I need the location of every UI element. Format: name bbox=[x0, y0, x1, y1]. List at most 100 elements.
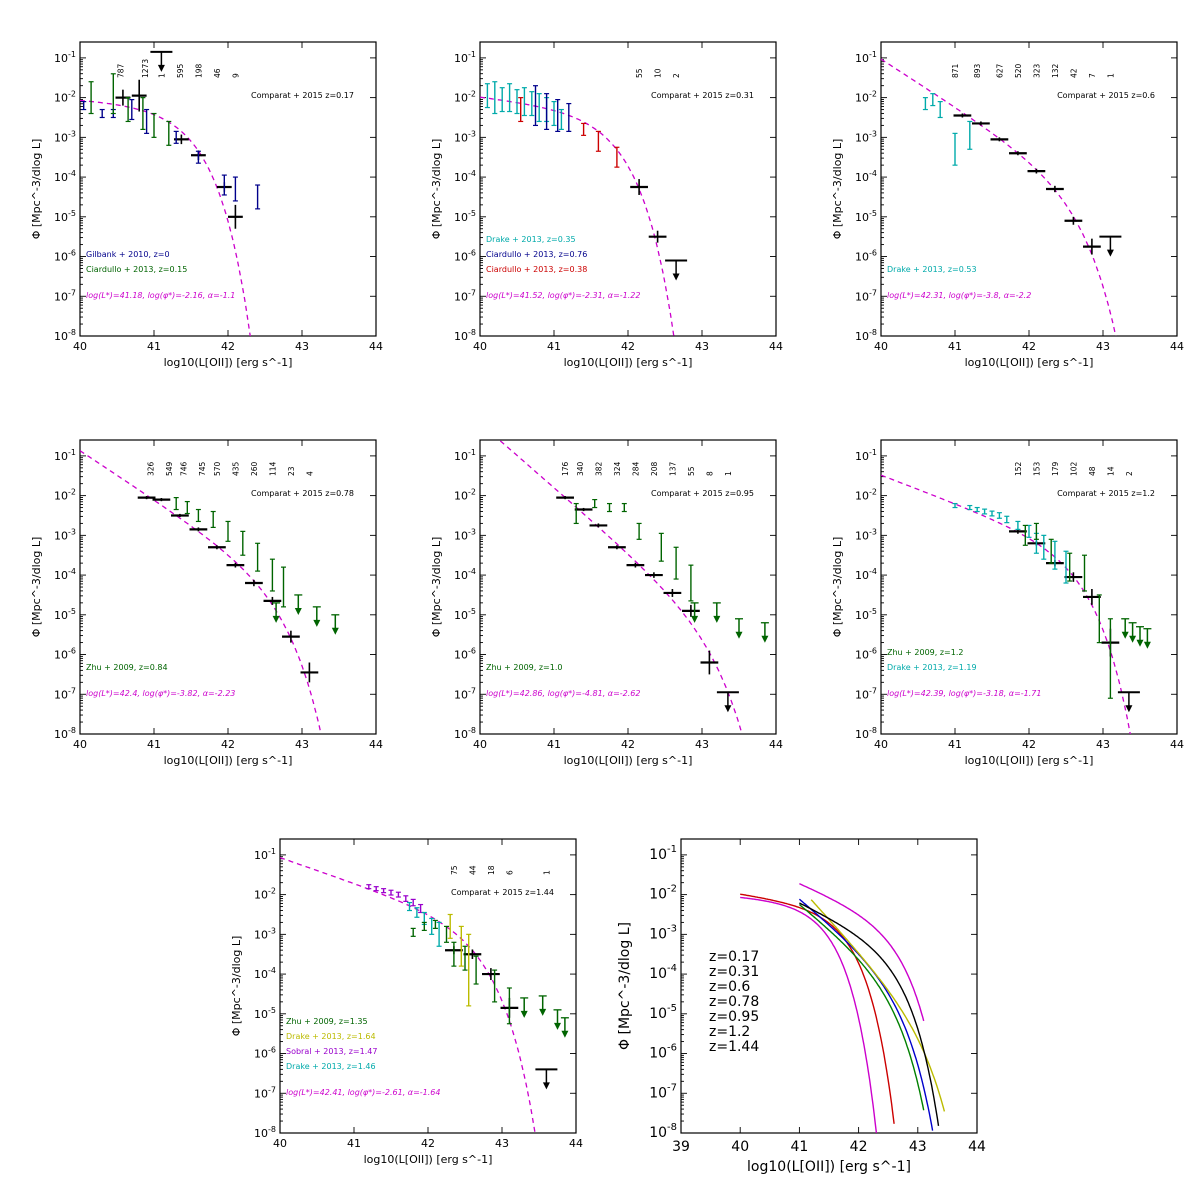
plot-area bbox=[480, 81, 688, 336]
y-tick-label: 10-5 bbox=[454, 607, 476, 622]
x-tick-label: 40 bbox=[73, 340, 87, 353]
y-tick-label: 10-7 bbox=[54, 686, 76, 701]
x-tick-label: 41 bbox=[547, 340, 561, 353]
fit-parameters: log(L*)=41.52, log(φ*)=-2.31, α=-1.22 bbox=[486, 291, 640, 300]
y-tick-label: 10-1 bbox=[855, 50, 877, 65]
x-tick-label: 40 bbox=[473, 738, 487, 751]
panel-z=1.2: 40 41 42 43 44 10-8 10-7 10-6 10-5 10-4 10-3 10-2 10… bbox=[831, 439, 1184, 767]
y-tick-label: 10-6 bbox=[54, 647, 76, 662]
count-label: 570 bbox=[213, 461, 222, 476]
y-tick-label: 10-6 bbox=[54, 249, 76, 264]
count-label: 42 bbox=[1069, 68, 1078, 78]
x-tick-label: 41 bbox=[948, 340, 962, 353]
count-label: 1273 bbox=[141, 59, 150, 78]
upper-limit-arrow bbox=[1136, 639, 1144, 647]
count-label: 23 bbox=[287, 466, 296, 476]
upper-limit-arrow bbox=[1106, 249, 1114, 257]
upper-limit-arrow bbox=[157, 64, 165, 72]
legend-entry: Zhu + 2009, z=1.2 bbox=[887, 648, 963, 657]
y-tick-label: 10-1 bbox=[649, 844, 677, 863]
count-label: 520 bbox=[1014, 63, 1023, 78]
y-tick-label: 10-1 bbox=[454, 50, 476, 65]
schechter-fit-line bbox=[80, 450, 322, 734]
legend-z=0.17: z=0.17 bbox=[709, 949, 759, 965]
plot-area bbox=[280, 856, 569, 1133]
y-tick-label: 10-3 bbox=[855, 129, 877, 144]
y-axis-label: Φ [Mpc^-3/dlog L] bbox=[30, 139, 43, 240]
y-tick-label: 10-1 bbox=[454, 448, 476, 463]
x-tick-label: 43 bbox=[495, 1137, 509, 1150]
panel-summary: 39 40 41 42 43 44 10-8 10-7 10-6 10-5 10-4 10-3 10-2… bbox=[617, 838, 986, 1175]
x-tick-label: 43 bbox=[909, 1139, 927, 1155]
y-axis-label: Φ [Mpc^-3/dlog L] bbox=[30, 537, 43, 638]
y-tick-label: 10-6 bbox=[855, 249, 877, 264]
count-label: 1 bbox=[542, 870, 551, 875]
y-tick-label: 10-8 bbox=[855, 328, 877, 343]
count-label: 153 bbox=[1032, 461, 1041, 476]
y-tick-label: 10-6 bbox=[454, 647, 476, 662]
count-label: 1 bbox=[724, 471, 733, 476]
schechter-fit-line bbox=[80, 99, 251, 336]
panel-title: Comparat + 2015 z=0.17 bbox=[251, 91, 354, 100]
y-axis-label: Φ [Mpc^-3/dlog L] bbox=[430, 537, 443, 638]
y-axis-label: Φ [Mpc^-3/dlog L] bbox=[831, 537, 844, 638]
y-tick-label: 10-5 bbox=[855, 607, 877, 622]
upper-limit-arrow bbox=[520, 1010, 528, 1018]
y-tick-label: 10-7 bbox=[855, 686, 877, 701]
upper-limit-arrow bbox=[691, 615, 699, 623]
legend-entry: Drake + 2013, z=1.64 bbox=[286, 1032, 376, 1041]
x-tick-label: 43 bbox=[295, 738, 309, 751]
y-tick-label: 10-4 bbox=[54, 169, 76, 184]
x-tick-label: 41 bbox=[147, 738, 161, 751]
fit-parameters: log(L*)=42.86, log(φ*)=-4.81, α=-2.62 bbox=[486, 689, 640, 698]
y-tick-label: 10-3 bbox=[54, 527, 76, 542]
y-tick-label: 10-3 bbox=[855, 527, 877, 542]
count-label: 8 bbox=[705, 471, 714, 476]
count-label: 4 bbox=[305, 471, 314, 476]
y-tick-label: 10-3 bbox=[649, 923, 677, 942]
panel-title: Comparat + 2015 z=0.6 bbox=[1057, 91, 1155, 100]
x-tick-label: 44 bbox=[569, 1137, 583, 1150]
x-tick-label: 40 bbox=[874, 340, 888, 353]
panel-title: Comparat + 2015 z=0.31 bbox=[651, 91, 754, 100]
legend-entry: Drake + 2013, z=0.35 bbox=[486, 235, 576, 244]
y-tick-label: 10-1 bbox=[855, 448, 877, 463]
count-label: 746 bbox=[180, 461, 189, 476]
y-tick-label: 10-5 bbox=[254, 1006, 276, 1021]
y-tick-label: 10-8 bbox=[454, 328, 476, 343]
x-tick-label: 40 bbox=[73, 738, 87, 751]
count-label: 55 bbox=[635, 68, 644, 78]
count-label: 284 bbox=[631, 461, 640, 476]
x-tick-label: 44 bbox=[1170, 340, 1184, 353]
count-label: 435 bbox=[231, 461, 240, 476]
legend-z=0.78: z=0.78 bbox=[709, 994, 759, 1010]
fit-parameters: log(L*)=42.41, log(φ*)=-2.61, α=-1.64 bbox=[286, 1088, 440, 1097]
count-label: 871 bbox=[951, 63, 960, 78]
y-tick-label: 10-4 bbox=[855, 567, 877, 582]
x-tick-label: 43 bbox=[1096, 738, 1110, 751]
legend-z=0.95: z=0.95 bbox=[709, 1009, 759, 1025]
y-tick-label: 10-3 bbox=[254, 926, 276, 941]
y-tick-label: 10-5 bbox=[649, 1003, 677, 1022]
x-axis-label: log10(L[OII]) [erg s^-1] bbox=[564, 356, 693, 369]
x-axis-label: log10(L[OII]) [erg s^-1] bbox=[965, 754, 1094, 767]
x-tick-label: 40 bbox=[874, 738, 888, 751]
y-tick-label: 10-3 bbox=[54, 129, 76, 144]
y-tick-label: 10-4 bbox=[454, 567, 476, 582]
y-tick-label: 10-5 bbox=[54, 607, 76, 622]
upper-limit-arrow bbox=[713, 615, 721, 623]
x-tick-label: 40 bbox=[273, 1137, 287, 1150]
y-tick-label: 10-7 bbox=[454, 288, 476, 303]
y-axis-label: Φ [Mpc^-3/dlog L] bbox=[430, 139, 443, 240]
upper-limit-arrow bbox=[561, 1030, 569, 1038]
legend-entry: Drake + 2013, z=1.46 bbox=[286, 1062, 376, 1071]
legend-entry: Sobral + 2013, z=1.47 bbox=[286, 1047, 377, 1056]
schechter-fit-line bbox=[881, 58, 1117, 336]
count-label: 18 bbox=[487, 865, 496, 875]
y-tick-label: 10-5 bbox=[855, 209, 877, 224]
upper-limit-arrow bbox=[1143, 641, 1151, 649]
y-tick-label: 10-2 bbox=[649, 884, 677, 903]
y-tick-label: 10-3 bbox=[454, 129, 476, 144]
x-tick-label: 41 bbox=[147, 340, 161, 353]
y-tick-label: 10-7 bbox=[649, 1082, 677, 1101]
